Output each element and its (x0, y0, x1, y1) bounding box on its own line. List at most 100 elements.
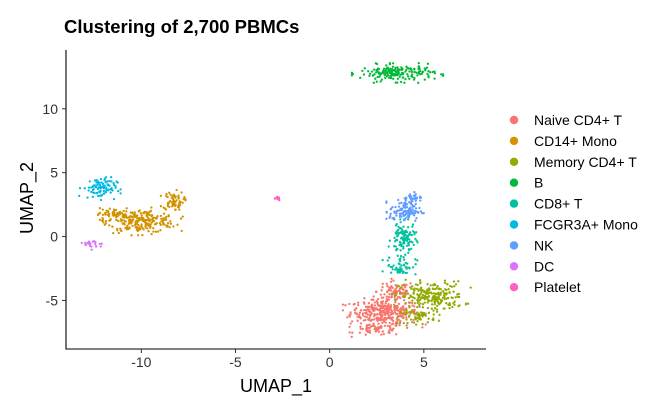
data-point (421, 303, 425, 306)
data-point (162, 206, 165, 209)
data-point (416, 316, 419, 320)
data-point (414, 263, 417, 266)
data-point (361, 327, 364, 331)
data-point (133, 223, 137, 227)
data-point (147, 230, 150, 233)
data-point (466, 302, 470, 305)
data-point (419, 302, 422, 305)
data-point (394, 299, 397, 302)
data-point (448, 306, 451, 310)
legend-key (509, 241, 519, 250)
data-point (410, 74, 413, 78)
data-point (436, 284, 439, 288)
data-point (164, 208, 168, 211)
data-point (166, 225, 169, 228)
data-point (431, 70, 434, 74)
data-point (387, 298, 390, 301)
data-point (402, 316, 405, 319)
data-point (117, 189, 120, 193)
data-point (412, 197, 416, 200)
data-point (424, 291, 427, 295)
data-point (373, 318, 376, 321)
data-point (391, 65, 395, 68)
data-point (390, 285, 393, 288)
data-point (180, 191, 183, 194)
data-point (411, 285, 414, 288)
data-point (393, 245, 396, 248)
data-point (410, 68, 413, 72)
data-point (433, 70, 436, 73)
data-point (356, 319, 359, 322)
data-point (402, 255, 405, 259)
data-point (346, 316, 349, 319)
data-point (80, 241, 83, 245)
data-point (388, 321, 391, 325)
data-point (433, 72, 437, 75)
data-point (353, 302, 356, 306)
data-point (387, 256, 391, 259)
data-point (381, 258, 384, 262)
data-point (417, 81, 420, 84)
data-point (361, 312, 365, 315)
data-point (164, 218, 168, 221)
data-point (170, 196, 173, 199)
data-point (103, 177, 106, 180)
y-axis-label: UMAP_2 (17, 162, 38, 234)
data-point (88, 180, 91, 183)
data-point (372, 298, 375, 301)
chart-title: Clustering of 2,700 PBMCs (64, 16, 299, 37)
data-point (394, 245, 398, 248)
data-point (90, 190, 93, 194)
legend-label: Memory CD4+ T (534, 154, 637, 170)
data-point (400, 268, 403, 271)
data-point (397, 198, 400, 202)
data-point (399, 80, 403, 84)
data-point (128, 221, 131, 224)
data-point (399, 73, 402, 76)
data-point (372, 309, 375, 313)
data-point (396, 81, 399, 84)
data-point (391, 319, 394, 322)
data-point (166, 222, 170, 225)
data-point (400, 264, 403, 267)
data-point (395, 214, 398, 217)
data-point (144, 226, 147, 229)
data-point (437, 319, 441, 322)
data-point (397, 318, 400, 321)
data-point (396, 284, 399, 287)
data-point (388, 76, 392, 79)
data-point (456, 295, 459, 298)
data-point (405, 318, 408, 321)
data-point (419, 298, 422, 302)
data-point (373, 73, 376, 76)
data-point (387, 68, 390, 72)
data-point (408, 238, 411, 241)
data-point (445, 302, 448, 305)
data-point (350, 71, 354, 74)
data-point (404, 233, 407, 237)
data-point (390, 71, 394, 74)
data-point (416, 74, 419, 77)
data-point (415, 216, 418, 220)
data-point (94, 242, 97, 246)
data-point (387, 263, 391, 267)
data-point (400, 201, 403, 204)
data-point (410, 233, 413, 236)
data-point (130, 234, 133, 237)
data-point (374, 62, 377, 65)
data-point (120, 220, 123, 223)
data-point (101, 208, 104, 211)
data-point (421, 311, 424, 314)
data-point (382, 310, 386, 314)
data-point (417, 65, 420, 68)
data-point (397, 73, 400, 76)
data-point (407, 208, 411, 211)
data-point (382, 332, 385, 336)
data-point (421, 315, 424, 318)
data-point (172, 193, 175, 196)
data-point (405, 236, 408, 240)
data-point (142, 228, 145, 231)
data-point (441, 289, 445, 293)
data-point (395, 317, 398, 320)
data-point (396, 321, 399, 325)
